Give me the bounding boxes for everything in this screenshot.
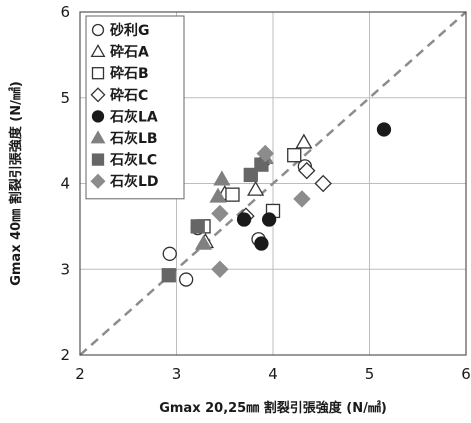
legend-entry: 石灰LA <box>91 108 158 125</box>
data-point <box>213 170 231 186</box>
data-point <box>261 212 277 227</box>
data-point <box>254 236 269 251</box>
y-tick-label: 4 <box>60 175 70 193</box>
x-axis-ticks: 2 3 4 5 6 <box>75 365 471 383</box>
data-point <box>295 133 313 149</box>
data-points <box>161 122 392 287</box>
legend-entry: 砕石A <box>90 43 149 61</box>
legend-marker <box>90 173 106 189</box>
x-axis-title: Gmax 20,25㎜ 割裂引張強度 (N/㎟) <box>159 400 387 416</box>
legend-label: 砕石B <box>110 65 149 82</box>
legend-label: 石灰LC <box>109 152 157 169</box>
legend-marker <box>91 23 105 37</box>
series-1 <box>162 159 312 287</box>
legend-label: 砕石C <box>110 87 148 104</box>
plot-frame <box>79 11 467 356</box>
data-point <box>287 148 302 163</box>
x-tick-label: 4 <box>268 365 278 383</box>
legend-label: 石灰LB <box>109 130 158 147</box>
data-point <box>161 268 176 283</box>
data-point <box>162 246 177 261</box>
data-point <box>243 167 258 183</box>
y-tick-label: 2 <box>60 346 70 364</box>
reference-diagonal-line <box>79 11 467 356</box>
legend-entry: 砂利G <box>91 22 150 39</box>
legend-marker <box>91 110 105 123</box>
legend-label: 砕石A <box>110 44 149 61</box>
data-point <box>376 122 392 137</box>
data-point <box>211 204 229 223</box>
legend-marker <box>91 67 105 80</box>
legend-label: 石灰LA <box>109 108 158 125</box>
y-tick-label: 5 <box>60 89 70 107</box>
data-point <box>298 161 316 180</box>
legend-label: 石灰LD <box>109 173 159 190</box>
y-tick-label: 6 <box>60 3 70 21</box>
legend-entry: 砕石B <box>91 65 149 82</box>
series-5 <box>236 122 392 251</box>
legend: 砂利G 砕石A 砕石B 砕石C 石灰LA 石灰LB 石灰LC 石灰LD <box>85 15 185 200</box>
legend-marker <box>90 87 106 103</box>
series-7 <box>161 157 269 283</box>
y-axis-title: Gmax 40㎜ 割裂引張強度 (N/㎟) <box>8 81 24 286</box>
x-tick-label: 3 <box>172 365 182 383</box>
data-point <box>190 219 205 234</box>
legend-entry: 石灰LD <box>90 173 159 190</box>
data-point <box>178 272 194 287</box>
legend-entry: 石灰LB <box>90 130 158 147</box>
data-point <box>236 212 252 227</box>
legend-box <box>85 15 185 200</box>
legend-label: 砂利G <box>109 22 150 39</box>
x-tick-label: 6 <box>461 365 471 383</box>
y-axis-ticks: 2 3 4 5 6 <box>60 3 70 364</box>
data-point <box>256 144 274 163</box>
data-point <box>314 174 332 193</box>
data-point <box>225 187 240 202</box>
data-point <box>209 187 227 203</box>
data-point <box>211 260 229 278</box>
legend-marker <box>90 130 106 144</box>
data-point <box>247 180 265 196</box>
x-tick-label: 5 <box>365 365 375 383</box>
x-tick-label: 2 <box>75 365 85 383</box>
legend-marker <box>90 43 106 57</box>
data-point <box>194 234 213 250</box>
legend-entry: 石灰LC <box>91 152 157 169</box>
data-point <box>293 190 311 208</box>
legend-entry: 砕石C <box>90 87 148 104</box>
legend-marker <box>91 153 105 166</box>
y-tick-label: 3 <box>60 260 70 278</box>
series-8 <box>211 144 311 278</box>
